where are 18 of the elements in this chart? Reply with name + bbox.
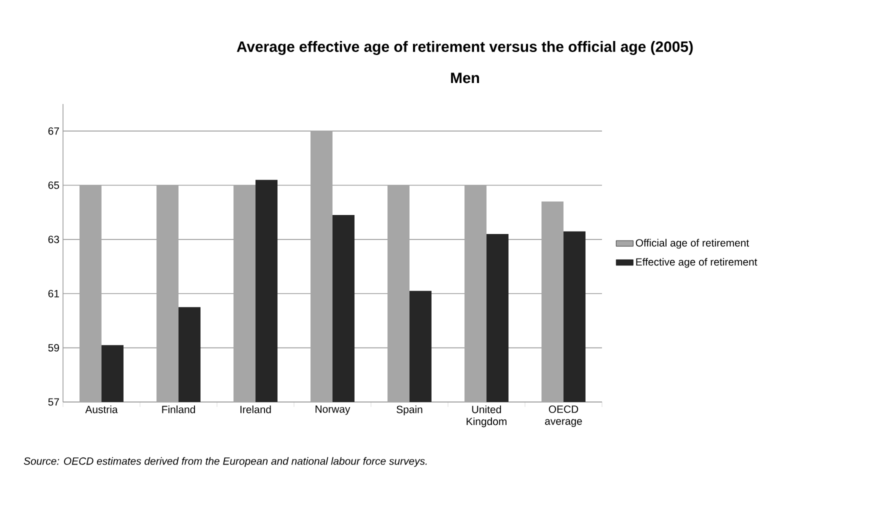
x-tick-label: Ireland <box>240 406 271 414</box>
legend-label: Official age of retirement <box>636 238 750 249</box>
x-tick-label: Austria <box>85 406 118 414</box>
source-note: Source: OECD estimates derived from the European and national labour force surveys. <box>24 457 427 467</box>
chart-title: Average effective age of retirement versus the official age (2005) <box>236 40 693 55</box>
x-tick-label: United Kingdom <box>466 406 506 428</box>
y-tick-label: 63 <box>48 236 60 244</box>
y-tick-label: 59 <box>48 344 59 352</box>
x-tick-label: OECD average <box>545 406 582 427</box>
y-tick-label: 61 <box>48 290 59 298</box>
x-tick-label: Finland <box>162 406 195 414</box>
y-tick-label: 67 <box>48 127 59 135</box>
x-tick-label: Spain <box>396 406 422 416</box>
x-tick-label: Norway <box>316 406 350 415</box>
chart-subtitle: Men <box>451 72 480 84</box>
y-tick-label: 57 <box>48 398 59 406</box>
legend-label: Effective age of retirement <box>636 258 758 268</box>
y-tick-label: 65 <box>48 182 60 189</box>
